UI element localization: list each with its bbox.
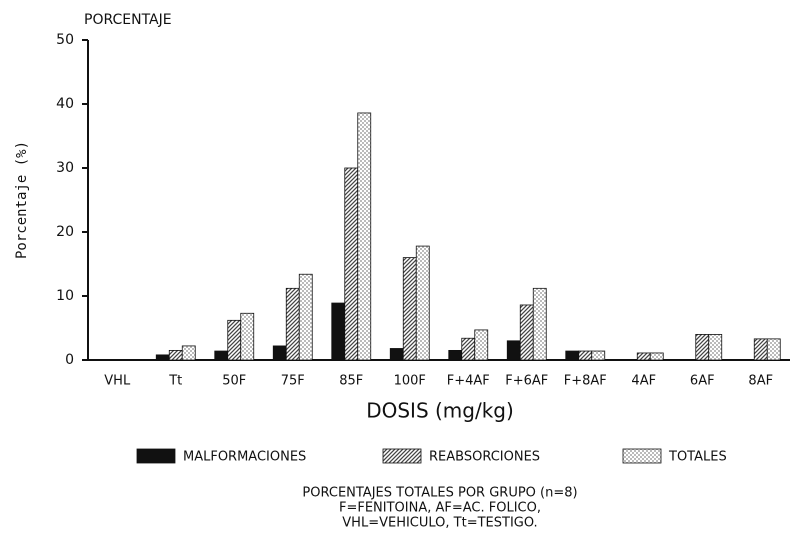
legend-swatch — [622, 448, 662, 464]
bar — [285, 287, 300, 361]
y-tick-label: 20 — [56, 224, 74, 240]
x-tick-label: 8AF — [748, 374, 773, 389]
y-tick-label: 40 — [56, 96, 74, 112]
bar — [753, 338, 768, 361]
x-tick-label: 4AF — [631, 374, 656, 389]
y-tick-label: 30 — [56, 160, 74, 176]
bar — [272, 345, 287, 361]
bar — [578, 350, 593, 361]
bar — [519, 304, 534, 361]
legend-label: MALFORMACIONES — [183, 450, 306, 465]
bar — [649, 352, 664, 361]
caption-line: F=FENITOINA, AF=AC. FOLICO, — [339, 501, 541, 516]
bar — [357, 112, 372, 361]
bar — [591, 350, 606, 361]
bar — [155, 354, 170, 361]
bar — [532, 287, 547, 361]
bar — [344, 167, 359, 361]
bar — [448, 349, 463, 361]
x-tick-label: F+4AF — [447, 374, 490, 389]
bar — [565, 350, 580, 361]
bar — [461, 337, 476, 361]
caption-line: VHL=VEHICULO, Tt=TESTIGO. — [342, 516, 537, 531]
bar — [331, 302, 346, 361]
legend-swatch — [136, 448, 176, 464]
bar — [227, 319, 242, 361]
legend-swatch — [382, 448, 422, 464]
caption-line: PORCENTAJES TOTALES POR GRUPO (n=8) — [302, 486, 577, 501]
bar — [181, 345, 196, 361]
x-tick-label: 85F — [339, 374, 363, 389]
bar — [415, 245, 430, 361]
bar — [766, 338, 781, 361]
bar — [240, 312, 255, 361]
bar — [389, 348, 404, 361]
x-tick-label: 6AF — [690, 374, 715, 389]
bar — [708, 333, 723, 361]
legend-label: TOTALES — [668, 450, 727, 465]
x-tick-label: F+8AF — [564, 374, 607, 389]
bar — [402, 257, 417, 361]
y-tick-label: 50 — [56, 32, 74, 48]
y-tick-label: 10 — [56, 288, 74, 304]
x-tick-label: VHL — [104, 374, 131, 389]
x-axis-label: DOSIS (mg/kg) — [366, 399, 514, 423]
bar — [168, 349, 183, 361]
bar — [214, 350, 229, 361]
bar — [695, 333, 710, 361]
y-axis-label: Porcentaje (%) — [14, 141, 30, 259]
x-tick-label: 100F — [394, 374, 426, 389]
x-tick-label: Tt — [168, 374, 182, 389]
y-tick-label: 0 — [65, 352, 74, 368]
bar — [474, 329, 489, 361]
bar — [298, 273, 313, 361]
bar — [636, 352, 651, 361]
x-tick-label: 75F — [281, 374, 305, 389]
bar — [506, 340, 521, 361]
x-tick-label: F+6AF — [505, 374, 548, 389]
chart-title: PORCENTAJE — [84, 12, 172, 28]
legend-label: REABSORCIONES — [429, 450, 540, 465]
x-tick-label: 50F — [222, 374, 246, 389]
